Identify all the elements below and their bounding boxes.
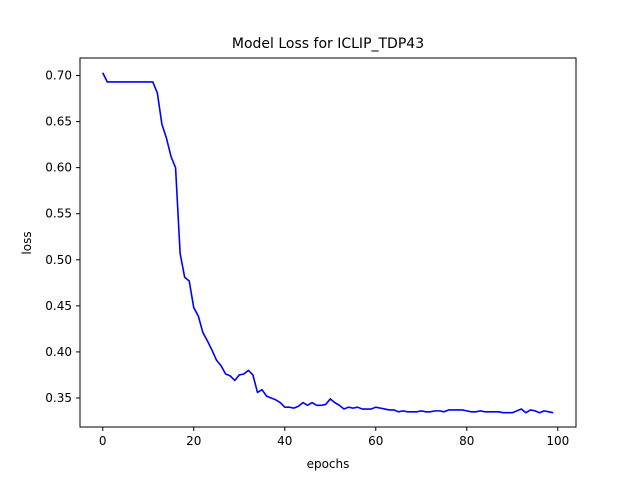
y-tick-label: 0.55 bbox=[45, 207, 72, 221]
x-tick-label: 20 bbox=[186, 434, 201, 448]
y-tick-label: 0.65 bbox=[45, 115, 72, 129]
plot-frame bbox=[79, 57, 577, 428]
y-tick-label: 0.70 bbox=[45, 69, 72, 83]
y-tick-label: 0.50 bbox=[45, 253, 72, 267]
y-tick-label: 0.45 bbox=[45, 299, 72, 313]
y-tick-label: 0.60 bbox=[45, 161, 72, 175]
y-tick-label: 0.40 bbox=[45, 345, 72, 359]
x-axis-ticks: 0 20 40 60 80 100 bbox=[99, 427, 569, 448]
loss-series-line bbox=[102, 72, 554, 414]
x-tick-label: 100 bbox=[546, 434, 569, 448]
x-axis-label: epochs bbox=[307, 457, 350, 471]
y-axis-label: loss bbox=[20, 231, 34, 254]
x-tick-label: 0 bbox=[99, 434, 107, 448]
chart-title: Model Loss for ICLIP_TDP43 bbox=[232, 36, 424, 52]
x-tick-label: 60 bbox=[368, 434, 383, 448]
y-axis-ticks: 0.35 0.40 0.45 0.50 0.55 0.60 0.65 0.70 bbox=[45, 69, 80, 405]
y-tick-label: 0.35 bbox=[45, 391, 72, 405]
x-tick-label: 80 bbox=[459, 434, 474, 448]
plot-lines bbox=[102, 72, 554, 414]
x-tick-label: 40 bbox=[277, 434, 292, 448]
